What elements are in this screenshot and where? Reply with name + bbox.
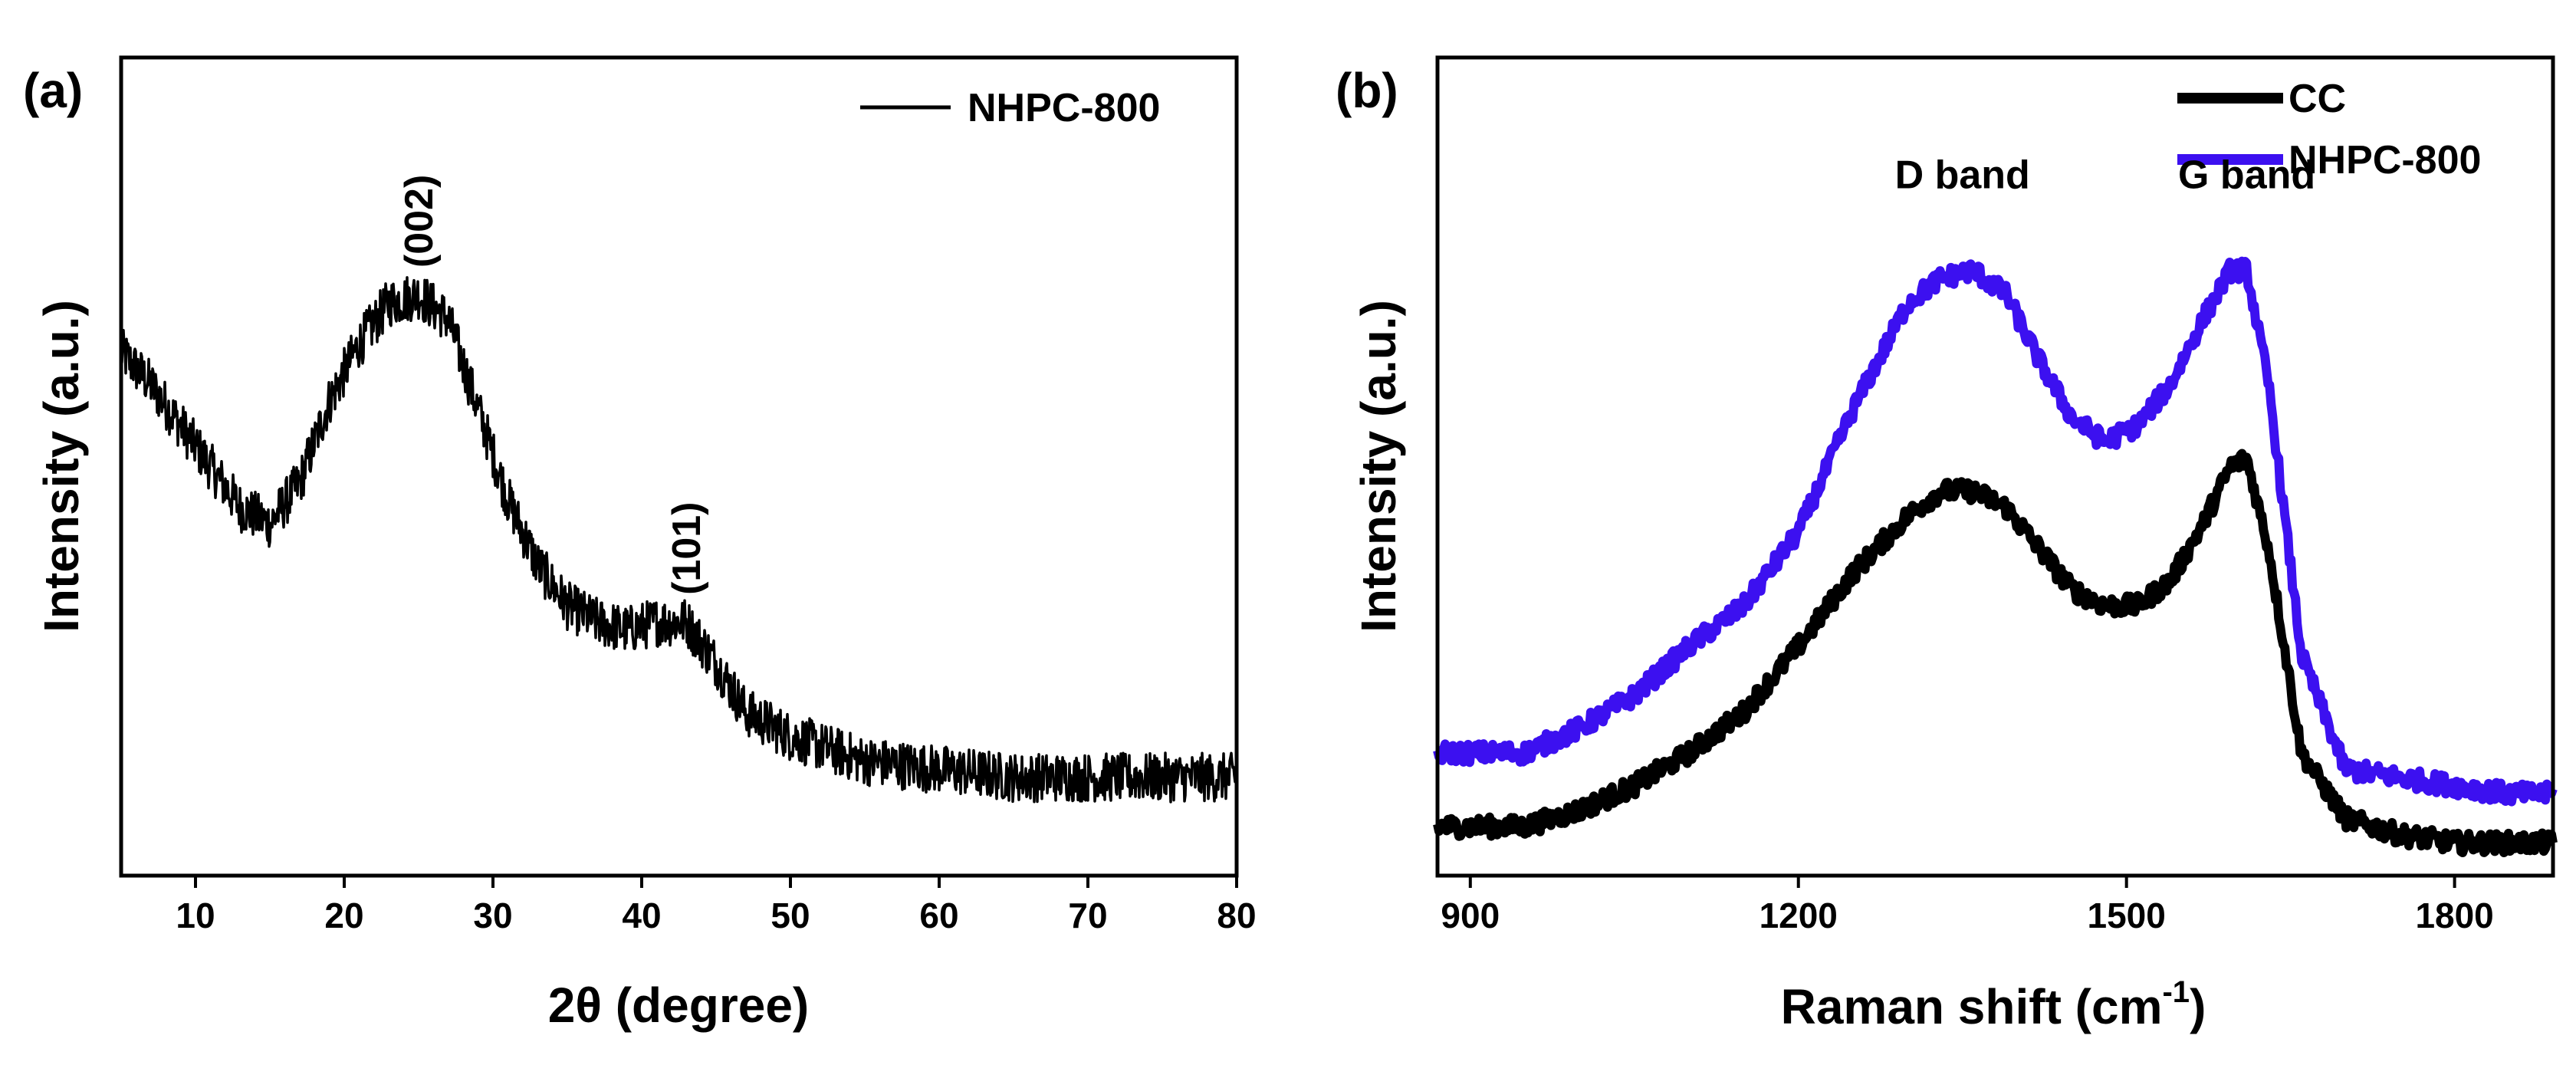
- panel-b-x-axis-title-superscript: -1: [2162, 975, 2190, 1009]
- panel-b-x-axis-title: Raman shift (cm-1): [1781, 975, 2206, 1034]
- panel-b-annotations: D band G band: [1895, 153, 2316, 198]
- x-tick-label: 30: [473, 896, 512, 935]
- panel-b-frame: [1435, 55, 2555, 878]
- panel-a-legend: NHPC-800: [860, 86, 1160, 130]
- annotation-101: (101): [665, 501, 709, 594]
- panel-b-x-axis-title-close: ): [2190, 979, 2206, 1034]
- legend-label-nhpc-800: NHPC-800: [968, 86, 1160, 130]
- panel-a-frame: [119, 55, 1239, 878]
- x-tick-label: 50: [770, 896, 810, 935]
- series-line-cc: [1433, 449, 2558, 857]
- x-tick-label: 900: [1441, 896, 1500, 935]
- panel-b-label: (b): [1336, 63, 1398, 118]
- panel-a-annotations: (002) (101): [397, 175, 709, 595]
- panel-a-xrd-chart: (a) 10 20 30 40 50 60 70 80 2θ (degree) Intensi…: [23, 55, 1257, 1033]
- x-tick-label: 60: [919, 896, 958, 935]
- x-tick-label: 10: [176, 896, 215, 935]
- series-line-nhpc-800: [120, 276, 1238, 804]
- x-tick-label: 1800: [2415, 896, 2493, 935]
- legend-label-nhpc-800: NHPC-800: [2288, 138, 2481, 182]
- panel-a-label: (a): [23, 63, 83, 118]
- x-tick-label: 1500: [2088, 896, 2166, 935]
- annotation-002: (002): [397, 175, 442, 268]
- panel-b-raman-chart: (b) 900 1200 1500 1800 Raman shift (cm-1) I…: [1336, 55, 2558, 1034]
- panel-a-x-ticks: 10 20 30 40 50 60 70 80: [176, 876, 1257, 935]
- panel-a-plot-area: [120, 276, 1238, 804]
- legend-label-cc: CC: [2288, 77, 2346, 121]
- panel-b-y-axis-title: Intensity (a.u.): [1351, 300, 1406, 633]
- annotation-g-band: G band: [2178, 153, 2315, 198]
- x-tick-label: 70: [1068, 896, 1107, 935]
- panel-b-x-axis-title-main: Raman shift (cm: [1781, 979, 2163, 1034]
- panel-a-x-axis-title: 2θ (degree): [548, 978, 809, 1033]
- x-tick-label: 40: [622, 896, 661, 935]
- panel-b-legend: CC NHPC-800: [2177, 77, 2481, 182]
- x-tick-label: 20: [324, 896, 363, 935]
- x-tick-label: 80: [1217, 896, 1256, 935]
- x-tick-label: 1200: [1760, 896, 1838, 935]
- panel-b-plot-area: [1433, 256, 2558, 857]
- panel-a-y-axis-title: Intensity (a.u.): [34, 300, 89, 633]
- annotation-d-band: D band: [1895, 153, 2030, 198]
- panel-b-x-ticks: 900 1200 1500 1800: [1441, 876, 2494, 935]
- series-line-nhpc-800: [1433, 256, 2558, 807]
